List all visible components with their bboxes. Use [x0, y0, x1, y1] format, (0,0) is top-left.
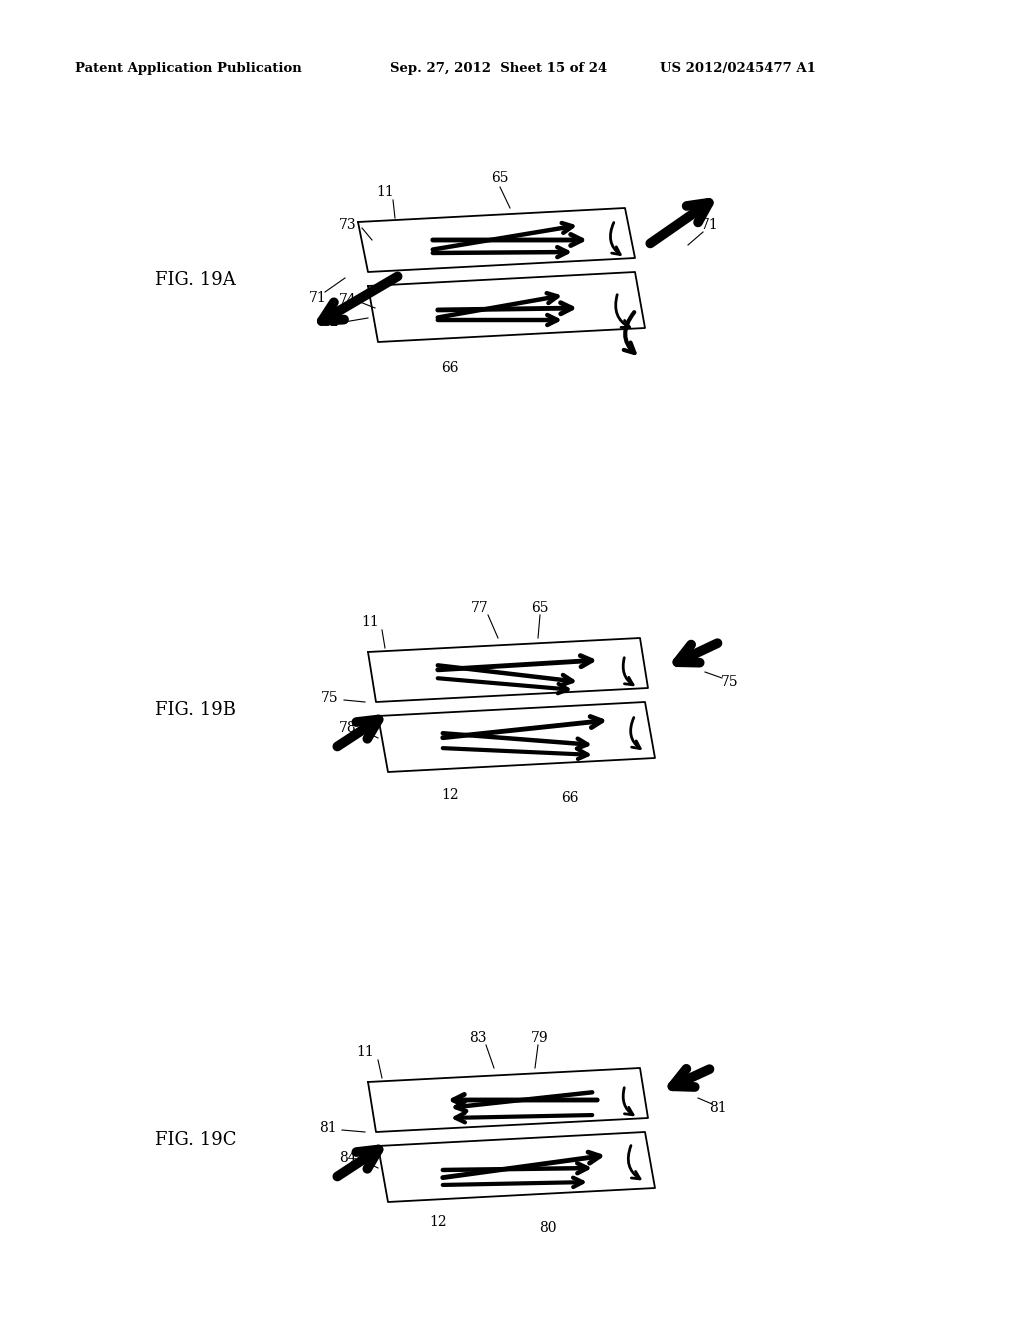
- Text: 83: 83: [469, 1031, 486, 1045]
- Text: Patent Application Publication: Patent Application Publication: [75, 62, 302, 75]
- Text: 11: 11: [376, 185, 394, 199]
- Text: 77: 77: [471, 601, 488, 615]
- Text: 74: 74: [339, 293, 357, 308]
- Text: 12: 12: [429, 1214, 446, 1229]
- Text: 81: 81: [710, 1101, 727, 1115]
- Text: 78: 78: [339, 721, 356, 735]
- Text: FIG. 19B: FIG. 19B: [155, 701, 236, 719]
- Text: 11: 11: [356, 1045, 374, 1059]
- Text: 71: 71: [309, 290, 327, 305]
- Text: 75: 75: [322, 690, 339, 705]
- Text: 75: 75: [721, 675, 738, 689]
- Text: 11: 11: [361, 615, 379, 630]
- Text: FIG. 19A: FIG. 19A: [155, 271, 236, 289]
- Text: 12: 12: [441, 788, 459, 803]
- Text: 12: 12: [322, 315, 339, 329]
- Text: FIG. 19C: FIG. 19C: [155, 1131, 237, 1148]
- Text: 65: 65: [531, 601, 549, 615]
- Text: 66: 66: [561, 791, 579, 805]
- Text: US 2012/0245477 A1: US 2012/0245477 A1: [660, 62, 816, 75]
- Text: 81: 81: [319, 1121, 337, 1135]
- Text: 80: 80: [540, 1221, 557, 1236]
- Text: 65: 65: [492, 172, 509, 185]
- Text: 84: 84: [339, 1151, 356, 1166]
- Text: 71: 71: [701, 218, 719, 232]
- Text: 66: 66: [441, 360, 459, 375]
- Text: 73: 73: [339, 218, 356, 232]
- Text: Sep. 27, 2012  Sheet 15 of 24: Sep. 27, 2012 Sheet 15 of 24: [390, 62, 607, 75]
- Text: 79: 79: [531, 1031, 549, 1045]
